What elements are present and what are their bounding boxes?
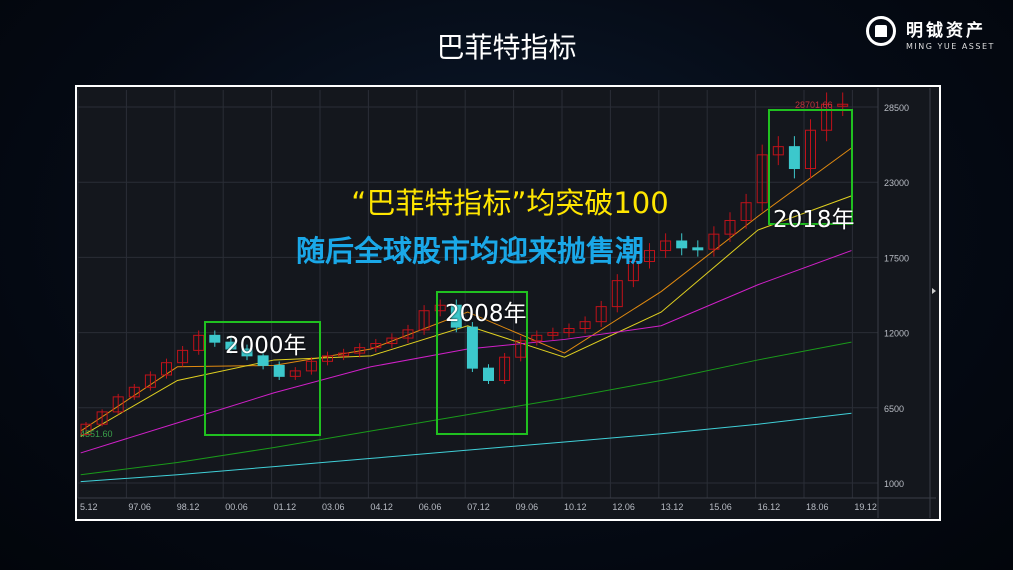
candle (144, 374, 156, 388)
candle (837, 103, 849, 107)
x-tick-label: 07.12 (467, 502, 490, 512)
candle (322, 355, 333, 362)
candle (225, 341, 237, 350)
candle (161, 362, 172, 376)
moving-average-line (80, 412, 852, 483)
candle (692, 247, 704, 251)
candle (289, 370, 301, 377)
highlight-box (436, 291, 528, 435)
y-tick-label: 12000 (884, 329, 909, 339)
candle (821, 103, 833, 131)
candle (209, 334, 221, 343)
candle (611, 280, 623, 308)
label-2008: 2008年 (445, 301, 527, 327)
candle (708, 233, 720, 250)
candle (112, 396, 124, 413)
y-tick-label: 23000 (884, 178, 909, 188)
candle (756, 154, 768, 204)
x-tick-label: 12.06 (612, 502, 635, 512)
x-tick-label: 03.06 (322, 502, 345, 512)
candle (338, 352, 350, 357)
candle (305, 360, 317, 372)
candle (402, 329, 414, 339)
candle (96, 411, 108, 425)
candle (515, 340, 527, 358)
candle (595, 306, 607, 323)
candle (724, 219, 736, 235)
x-tick-label: 04.12 (370, 502, 393, 512)
moving-average-line (80, 195, 852, 437)
candle (450, 304, 462, 328)
y-tick-label: 1000 (884, 479, 904, 489)
x-tick-label: 16.12 (758, 502, 781, 512)
y-tick-label: 17500 (884, 253, 909, 263)
candle (273, 364, 285, 377)
min-value-label: 4551.60 (80, 429, 113, 439)
candle (563, 327, 575, 334)
candle (193, 334, 205, 351)
candle (660, 240, 672, 252)
x-tick-label: 5.12 (80, 502, 98, 512)
overlay-headline: “巴菲特指标”均突破100 (351, 186, 669, 220)
candle (740, 202, 752, 221)
max-value-label: 28701.66 (795, 100, 833, 110)
candle (257, 355, 269, 366)
candle (627, 261, 639, 282)
moving-average-line (80, 147, 852, 432)
x-tick-label: 13.12 (661, 502, 684, 512)
candle (483, 367, 494, 381)
x-tick-label: 18.06 (806, 502, 829, 512)
x-tick-label: 09.06 (516, 502, 539, 512)
x-tick-label: 98.12 (177, 502, 200, 512)
candle (772, 146, 784, 156)
candle (418, 310, 430, 331)
x-tick-label: 01.12 (274, 502, 297, 512)
logo-en: MING YUE ASSET (906, 42, 995, 51)
candle (177, 349, 189, 364)
candle (531, 334, 543, 342)
expand-arrow-icon (932, 288, 936, 294)
candle (644, 250, 655, 263)
candle (80, 423, 92, 435)
candle (579, 321, 591, 329)
candle (370, 343, 382, 349)
x-tick-label: 15.06 (709, 502, 732, 512)
highlight-box (204, 321, 321, 436)
candle (354, 347, 366, 354)
candle (128, 386, 140, 398)
overlay-subheadline: 随后全球股市均迎来抛售潮 (295, 234, 644, 268)
y-tick-label: 28500 (884, 103, 909, 113)
candle (241, 348, 253, 357)
candle (676, 240, 688, 249)
highlight-box (768, 109, 853, 225)
label-2000: 2000年 (225, 333, 307, 359)
candle (499, 356, 511, 381)
candle (466, 326, 478, 369)
logo-cn: 明钺资产 (906, 21, 986, 41)
logo-icon (866, 16, 896, 46)
x-tick-label: 97.06 (128, 502, 151, 512)
x-tick-label: 00.06 (225, 502, 248, 512)
candle (547, 332, 559, 336)
moving-average-line (80, 250, 852, 454)
label-2018: 2018年 (773, 207, 855, 233)
slide-title: 巴菲特指标 (436, 31, 577, 64)
x-tick-label: 10.12 (564, 502, 587, 512)
logo: 明钺资产 MING YUE ASSET (866, 14, 1006, 54)
x-tick-label: 19.12 (854, 502, 877, 512)
candle (386, 337, 398, 345)
candle (788, 146, 800, 170)
x-tick-label: 06.06 (419, 502, 442, 512)
y-tick-label: 6500 (884, 404, 904, 414)
candle (434, 304, 446, 312)
moving-average-line (80, 341, 852, 476)
candle (805, 129, 816, 170)
